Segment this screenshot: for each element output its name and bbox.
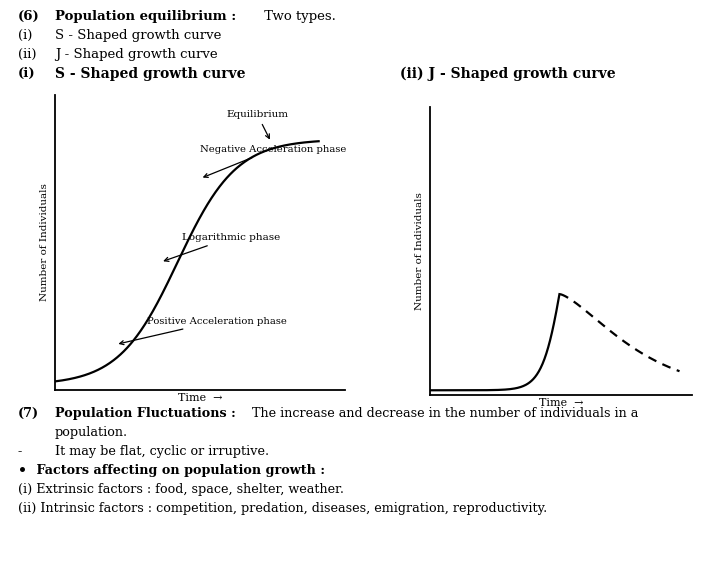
Text: Logarithmic phase: Logarithmic phase (164, 233, 280, 261)
Text: Factors affecting on population growth :: Factors affecting on population growth : (32, 464, 325, 477)
Text: It may be flat, cyclic or irruptive.: It may be flat, cyclic or irruptive. (55, 445, 269, 458)
Text: The increase and decrease in the number of individuals in a: The increase and decrease in the number … (248, 407, 639, 420)
Text: Positive Acceleration phase: Positive Acceleration phase (120, 317, 287, 344)
Text: (i): (i) (18, 29, 32, 42)
Text: Negative Acceleration phase: Negative Acceleration phase (200, 144, 346, 177)
Text: population.: population. (55, 426, 128, 439)
Text: (ii): (ii) (18, 48, 37, 61)
Text: (i): (i) (18, 67, 35, 80)
X-axis label: Time  →: Time → (539, 398, 583, 407)
Y-axis label: Number of Individuals: Number of Individuals (40, 184, 50, 302)
Text: S - Shaped growth curve: S - Shaped growth curve (55, 67, 246, 81)
Text: -: - (18, 445, 22, 458)
Text: Two types.: Two types. (260, 10, 336, 23)
Text: Equilibrium: Equilibrium (226, 110, 289, 139)
Text: Population equilibrium :: Population equilibrium : (55, 10, 236, 23)
Text: (6): (6) (18, 10, 40, 23)
Text: J - Shaped growth curve: J - Shaped growth curve (55, 48, 217, 61)
Text: •: • (18, 464, 27, 478)
Text: (7): (7) (18, 407, 39, 420)
Text: (ii) J - Shaped growth curve: (ii) J - Shaped growth curve (400, 67, 616, 81)
Text: (ii) Intrinsic factors : competition, predation, diseases, emigration, reproduct: (ii) Intrinsic factors : competition, pr… (18, 502, 547, 515)
Text: S - Shaped growth curve: S - Shaped growth curve (55, 29, 221, 42)
Text: Population Fluctuations :: Population Fluctuations : (55, 407, 235, 420)
Text: (i) Extrinsic factors : food, space, shelter, weather.: (i) Extrinsic factors : food, space, she… (18, 483, 344, 496)
Y-axis label: Number of Individuals: Number of Individuals (415, 192, 425, 310)
X-axis label: Time  →: Time → (178, 393, 222, 403)
